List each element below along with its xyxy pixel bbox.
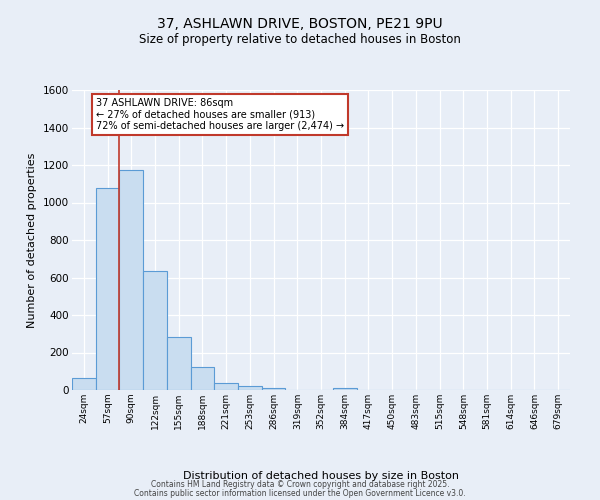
Bar bbox=[191, 366, 214, 390]
Text: Contains public sector information licensed under the Open Government Licence v3: Contains public sector information licen… bbox=[134, 488, 466, 498]
X-axis label: Distribution of detached houses by size in Boston: Distribution of detached houses by size … bbox=[183, 471, 459, 481]
Bar bbox=[262, 388, 286, 390]
Bar bbox=[214, 382, 238, 390]
Bar bbox=[333, 388, 356, 390]
Bar bbox=[143, 271, 167, 390]
Text: Size of property relative to detached houses in Boston: Size of property relative to detached ho… bbox=[139, 32, 461, 46]
Bar bbox=[72, 378, 96, 390]
Bar bbox=[238, 386, 262, 390]
Bar bbox=[96, 188, 119, 390]
Y-axis label: Number of detached properties: Number of detached properties bbox=[28, 152, 37, 328]
Text: Contains HM Land Registry data © Crown copyright and database right 2025.: Contains HM Land Registry data © Crown c… bbox=[151, 480, 449, 489]
Text: 37, ASHLAWN DRIVE, BOSTON, PE21 9PU: 37, ASHLAWN DRIVE, BOSTON, PE21 9PU bbox=[157, 18, 443, 32]
Bar bbox=[167, 336, 191, 390]
Bar bbox=[119, 170, 143, 390]
Text: 37 ASHLAWN DRIVE: 86sqm
← 27% of detached houses are smaller (913)
72% of semi-d: 37 ASHLAWN DRIVE: 86sqm ← 27% of detache… bbox=[96, 98, 344, 130]
